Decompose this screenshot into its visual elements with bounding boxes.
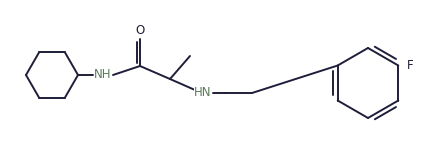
Text: NH: NH [94, 69, 112, 82]
Text: O: O [136, 24, 145, 37]
Text: HN: HN [194, 87, 212, 100]
Text: F: F [407, 59, 414, 72]
